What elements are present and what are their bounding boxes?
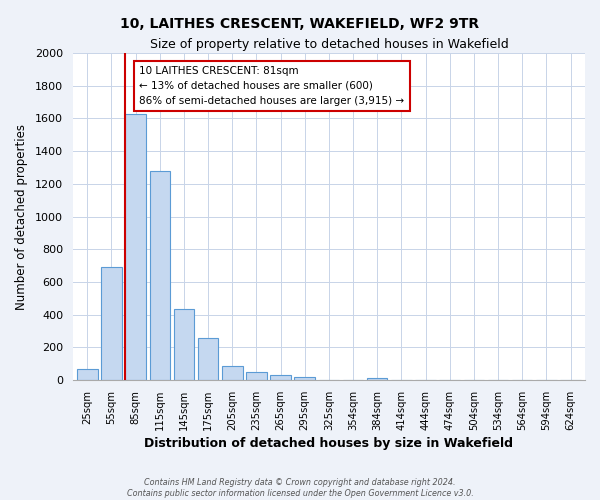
Bar — [125, 114, 146, 380]
Bar — [101, 267, 122, 380]
Bar — [246, 372, 266, 380]
Bar — [173, 309, 194, 380]
Text: 10, LAITHES CRESCENT, WAKEFIELD, WF2 9TR: 10, LAITHES CRESCENT, WAKEFIELD, WF2 9TR — [121, 18, 479, 32]
Bar — [271, 375, 291, 380]
Bar — [77, 370, 98, 380]
Text: Contains HM Land Registry data © Crown copyright and database right 2024.
Contai: Contains HM Land Registry data © Crown c… — [127, 478, 473, 498]
Bar — [149, 170, 170, 380]
Y-axis label: Number of detached properties: Number of detached properties — [15, 124, 28, 310]
Bar — [198, 338, 218, 380]
Bar — [367, 378, 388, 380]
X-axis label: Distribution of detached houses by size in Wakefield: Distribution of detached houses by size … — [145, 437, 514, 450]
Title: Size of property relative to detached houses in Wakefield: Size of property relative to detached ho… — [149, 38, 508, 51]
Bar — [295, 376, 315, 380]
Bar — [222, 366, 242, 380]
Text: 10 LAITHES CRESCENT: 81sqm
← 13% of detached houses are smaller (600)
86% of sem: 10 LAITHES CRESCENT: 81sqm ← 13% of deta… — [139, 66, 404, 106]
